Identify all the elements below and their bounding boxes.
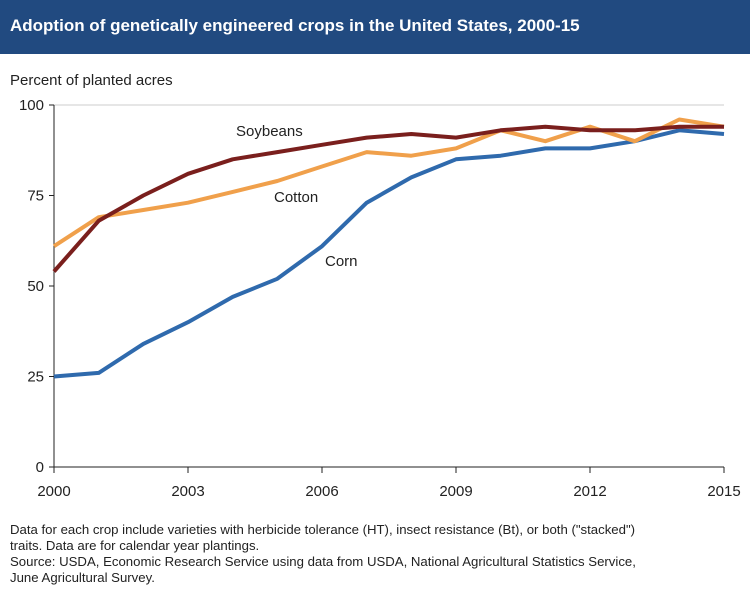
x-tick-label: 2006 [305, 483, 338, 500]
series-line-soybeans [52, 124, 724, 273]
x-tick-label: 2000 [37, 483, 70, 500]
axes-layer: 0 25 50 75 100 2000 2003 2006 2009 2012 2015 [19, 97, 741, 500]
y-tick-label: 50 [27, 278, 44, 295]
x-tick-label: 2003 [171, 483, 204, 500]
y-axis-label: Percent of planted acres [10, 72, 173, 89]
x-tick-label: 2012 [573, 483, 606, 500]
y-tick-label: 0 [36, 459, 44, 476]
note-line-2: traits. Data are for calendar year plant… [10, 538, 260, 553]
x-tick-label: 2009 [439, 483, 472, 500]
chart-title-bar: Adoption of genetically engineered crops… [0, 0, 750, 56]
x-tick-label: 2015 [707, 483, 740, 500]
series-labels-layer: Soybeans Cotton Corn [236, 123, 358, 270]
note-line-3: Source: USDA, Economic Research Service … [10, 554, 636, 569]
series-label-corn: Corn [325, 253, 358, 270]
chart-title: Adoption of genetically engineered crops… [10, 16, 580, 35]
line-chart: 0 25 50 75 100 2000 2003 2006 2009 2012 2015 Soybe… [19, 97, 741, 500]
y-tick-label: 25 [27, 369, 44, 386]
series-label-cotton: Cotton [274, 189, 318, 206]
series-label-soybeans: Soybeans [236, 123, 303, 140]
note-line-4: June Agricultural Survey. [10, 570, 155, 585]
y-tick-label: 75 [27, 188, 44, 205]
series-line-corn [53, 128, 725, 379]
note-line-1: Data for each crop include varieties wit… [10, 522, 636, 537]
chart-notes: Data for each crop include varieties wit… [10, 522, 740, 586]
y-tick-label: 100 [19, 97, 44, 114]
series-line-cotton [52, 117, 725, 248]
series-layer [52, 117, 725, 379]
